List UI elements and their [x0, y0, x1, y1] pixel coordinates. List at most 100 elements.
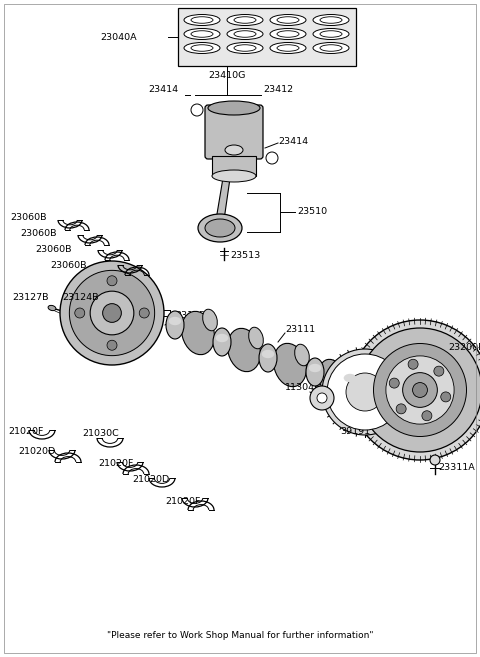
Ellipse shape	[184, 43, 220, 53]
Ellipse shape	[228, 328, 261, 372]
Circle shape	[408, 359, 418, 369]
Ellipse shape	[234, 31, 256, 37]
Text: 23060B: 23060B	[35, 246, 72, 254]
Ellipse shape	[319, 359, 346, 397]
Circle shape	[322, 349, 408, 435]
Ellipse shape	[212, 170, 256, 182]
Ellipse shape	[313, 28, 349, 39]
Ellipse shape	[277, 16, 299, 23]
Bar	[212, 156, 256, 176]
Circle shape	[403, 373, 437, 407]
Ellipse shape	[316, 30, 346, 38]
Ellipse shape	[191, 16, 213, 23]
Text: 11304B: 11304B	[285, 384, 322, 392]
Ellipse shape	[274, 44, 302, 53]
Text: 21030C: 21030C	[82, 430, 119, 438]
Text: 21020D: 21020D	[132, 476, 169, 484]
Ellipse shape	[168, 317, 181, 325]
Ellipse shape	[259, 344, 277, 372]
Ellipse shape	[216, 334, 228, 342]
Ellipse shape	[306, 358, 324, 386]
Ellipse shape	[320, 45, 342, 51]
Circle shape	[353, 415, 363, 425]
Circle shape	[434, 366, 444, 376]
Circle shape	[396, 404, 406, 414]
Polygon shape	[216, 130, 237, 220]
Circle shape	[266, 152, 278, 164]
Circle shape	[317, 393, 327, 403]
Circle shape	[386, 356, 454, 424]
Ellipse shape	[166, 311, 184, 339]
Circle shape	[430, 455, 440, 465]
Circle shape	[69, 271, 155, 355]
Circle shape	[358, 328, 480, 452]
Ellipse shape	[316, 16, 346, 24]
Ellipse shape	[191, 31, 213, 37]
Ellipse shape	[295, 344, 309, 366]
Ellipse shape	[188, 16, 216, 24]
Ellipse shape	[184, 28, 220, 39]
Text: 23124B: 23124B	[62, 294, 98, 302]
Ellipse shape	[184, 14, 220, 26]
Ellipse shape	[188, 30, 216, 38]
Ellipse shape	[270, 14, 306, 26]
Circle shape	[389, 378, 399, 388]
Ellipse shape	[341, 368, 359, 396]
Text: 23510: 23510	[297, 208, 327, 217]
Circle shape	[310, 386, 334, 410]
Text: 23410G: 23410G	[208, 70, 246, 79]
Ellipse shape	[234, 45, 256, 51]
Ellipse shape	[313, 43, 349, 53]
Bar	[178, 8, 356, 66]
Ellipse shape	[203, 309, 217, 330]
Text: 21020D: 21020D	[18, 447, 55, 457]
Ellipse shape	[309, 364, 321, 373]
Ellipse shape	[313, 14, 349, 26]
Circle shape	[90, 291, 134, 335]
Ellipse shape	[274, 344, 306, 387]
Text: 39190A: 39190A	[342, 363, 379, 373]
Circle shape	[441, 392, 451, 402]
Text: 23414: 23414	[278, 137, 308, 147]
Text: 23311A: 23311A	[438, 463, 475, 472]
Circle shape	[422, 411, 432, 420]
Ellipse shape	[225, 145, 243, 155]
Text: 23060B: 23060B	[20, 229, 57, 238]
Text: 23513: 23513	[230, 250, 260, 260]
Text: 23040A: 23040A	[100, 32, 137, 41]
Text: 21020F: 21020F	[8, 428, 43, 436]
Ellipse shape	[181, 311, 215, 355]
Ellipse shape	[230, 30, 260, 38]
Ellipse shape	[277, 31, 299, 37]
Ellipse shape	[205, 219, 235, 237]
Text: 39191: 39191	[340, 428, 370, 436]
Ellipse shape	[191, 45, 213, 51]
Ellipse shape	[227, 43, 263, 53]
Ellipse shape	[249, 327, 264, 349]
Text: 23127B: 23127B	[12, 294, 48, 302]
Ellipse shape	[274, 30, 302, 38]
Circle shape	[373, 344, 467, 436]
Ellipse shape	[227, 14, 263, 26]
Text: 23111: 23111	[285, 325, 315, 334]
Ellipse shape	[230, 16, 260, 24]
Text: "Please refer to Work Shop Manual for further information": "Please refer to Work Shop Manual for fu…	[107, 631, 373, 639]
Ellipse shape	[230, 44, 260, 53]
Ellipse shape	[198, 214, 242, 242]
Text: 21020F: 21020F	[165, 497, 200, 507]
Text: 23414: 23414	[148, 85, 178, 95]
Ellipse shape	[316, 44, 346, 53]
Ellipse shape	[262, 350, 274, 358]
Ellipse shape	[227, 28, 263, 39]
Circle shape	[107, 340, 117, 350]
Text: 23200B: 23200B	[448, 344, 480, 353]
Ellipse shape	[320, 31, 342, 37]
FancyBboxPatch shape	[205, 105, 263, 159]
Ellipse shape	[344, 374, 356, 382]
Circle shape	[107, 276, 117, 286]
Text: 23060B: 23060B	[10, 214, 47, 223]
Circle shape	[60, 261, 164, 365]
Circle shape	[413, 382, 427, 397]
Text: 23412: 23412	[263, 85, 293, 95]
Circle shape	[346, 373, 384, 411]
